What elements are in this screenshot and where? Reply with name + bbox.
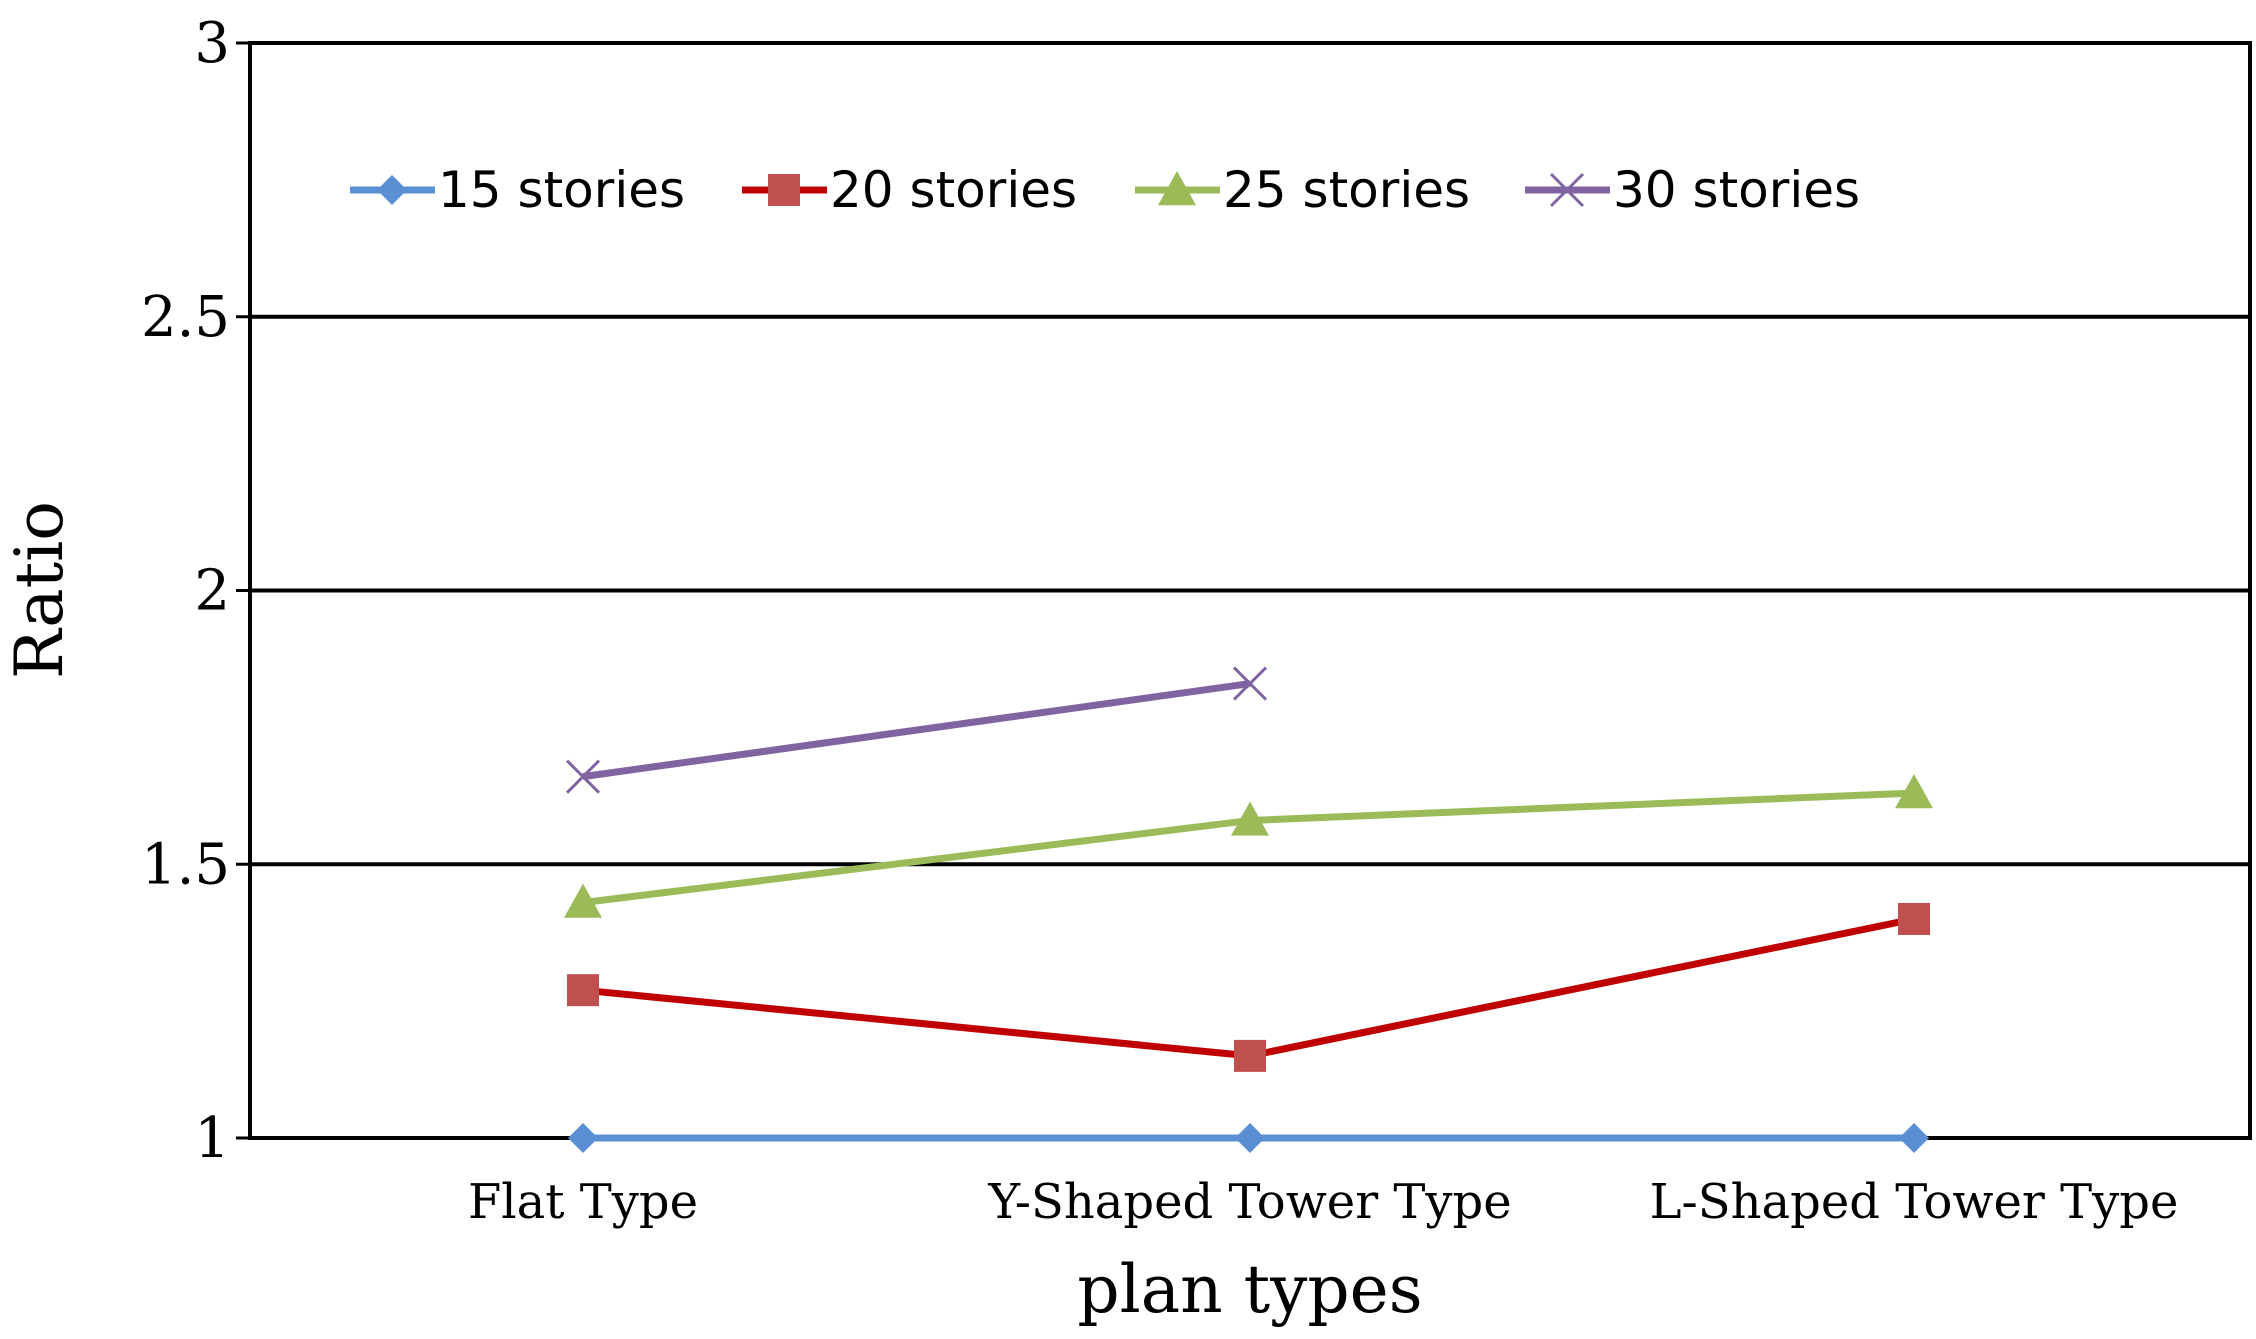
legend-marker: [1158, 171, 1196, 206]
y-axis-ticks: 1 1.5 2 2.5 3: [141, 11, 250, 1171]
data-point: [1235, 1123, 1265, 1153]
y-tick-label: 3: [194, 11, 230, 76]
legend-item: 15 stories: [350, 161, 685, 219]
legend: 15 stories 20 stories 25 stories 30 stories: [350, 161, 1860, 219]
x-axis-ticks: Flat Type Y-Shaped Tower Type L-Shaped Tow…: [468, 1174, 2178, 1230]
legend-item: 25 stories: [1135, 161, 1470, 219]
legend-item: 20 stories: [742, 161, 1077, 219]
series-15-stories: [568, 1123, 1929, 1153]
data-point: [1231, 801, 1269, 836]
legend-marker: [768, 174, 800, 206]
marker-stroke: [1549, 172, 1585, 208]
y-tick-label: 2: [194, 559, 230, 624]
y-tick-label: 1.5: [141, 832, 230, 897]
x-tick-label: Flat Type: [468, 1174, 698, 1230]
data-point: [567, 974, 599, 1007]
marker-stroke: [1232, 666, 1268, 701]
legend-label: 30 stories: [1613, 161, 1860, 219]
data-point: [1232, 666, 1268, 701]
x-tick-label: L-Shaped Tower Type: [1650, 1174, 2179, 1230]
y-axis-title: Ratio: [1, 501, 78, 679]
gridlines: [250, 314, 2250, 867]
legend-label: 25 stories: [1223, 161, 1470, 219]
data-point: [1898, 903, 1930, 935]
legend-marker: [1549, 172, 1585, 208]
legend-label: 15 stories: [438, 161, 685, 219]
series-group: [564, 666, 1933, 1153]
series-30-stories: [565, 666, 1268, 794]
x-tick-label: Y-Shaped Tower Type: [987, 1174, 1511, 1230]
data-point: [1234, 1039, 1266, 1072]
data-point: [568, 1123, 598, 1153]
data-point: [1899, 1123, 1929, 1153]
series-line: [582, 680, 1251, 781]
data-point: [1895, 774, 1933, 809]
y-tick-label: 2.5: [141, 285, 230, 350]
series-25-stories: [564, 774, 1933, 918]
legend-item: 30 stories: [1525, 161, 1860, 219]
x-axis-title: plan types: [1077, 1251, 1422, 1328]
series-20-stories: [567, 903, 1930, 1072]
data-point: [565, 759, 601, 794]
y-tick-label: 1: [194, 1106, 230, 1171]
marker-stroke: [565, 759, 601, 794]
series-line: [582, 915, 1915, 1060]
legend-label: 20 stories: [830, 161, 1077, 219]
data-point: [564, 883, 602, 918]
legend-marker: [377, 175, 407, 205]
